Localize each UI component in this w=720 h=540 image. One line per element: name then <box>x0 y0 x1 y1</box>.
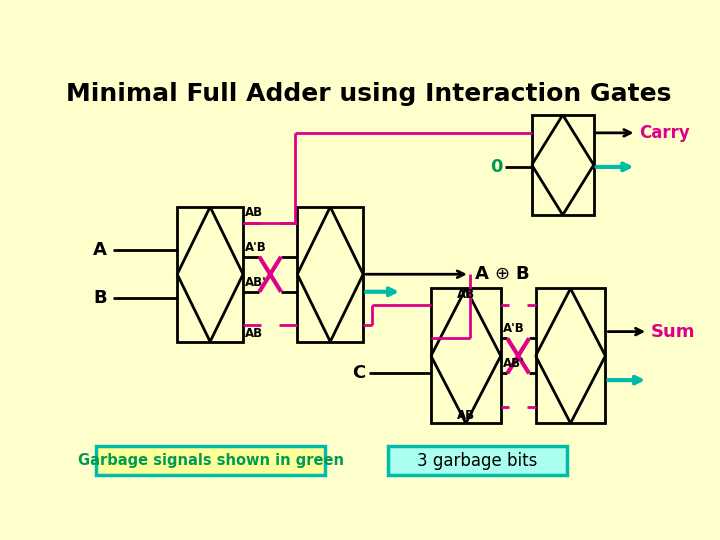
Text: 3 garbage bits: 3 garbage bits <box>418 451 538 470</box>
Text: AB: AB <box>456 409 475 422</box>
Text: Sum: Sum <box>650 322 695 341</box>
Bar <box>431 288 500 423</box>
Text: A: A <box>93 241 107 259</box>
Text: Carry: Carry <box>639 124 690 142</box>
Text: AB: AB <box>246 327 264 340</box>
Bar <box>96 446 325 475</box>
Text: Minimal Full Adder using Interaction Gates: Minimal Full Adder using Interaction Gat… <box>66 82 672 106</box>
Bar <box>177 207 243 342</box>
Text: A $\oplus$ B: A $\oplus$ B <box>474 265 529 284</box>
Text: AB: AB <box>246 206 264 219</box>
Text: B: B <box>94 289 107 307</box>
Text: 0: 0 <box>490 158 503 176</box>
Text: A'B: A'B <box>246 241 267 254</box>
Text: AB': AB' <box>503 357 525 370</box>
Bar <box>388 446 567 475</box>
Text: C: C <box>352 364 365 382</box>
Bar <box>532 115 594 215</box>
Text: A'B: A'B <box>503 322 525 335</box>
Bar <box>536 288 606 423</box>
Text: Garbage signals shown in green: Garbage signals shown in green <box>78 453 343 468</box>
Text: AB: AB <box>456 288 475 301</box>
Bar <box>297 207 363 342</box>
Text: AB': AB' <box>246 276 267 289</box>
